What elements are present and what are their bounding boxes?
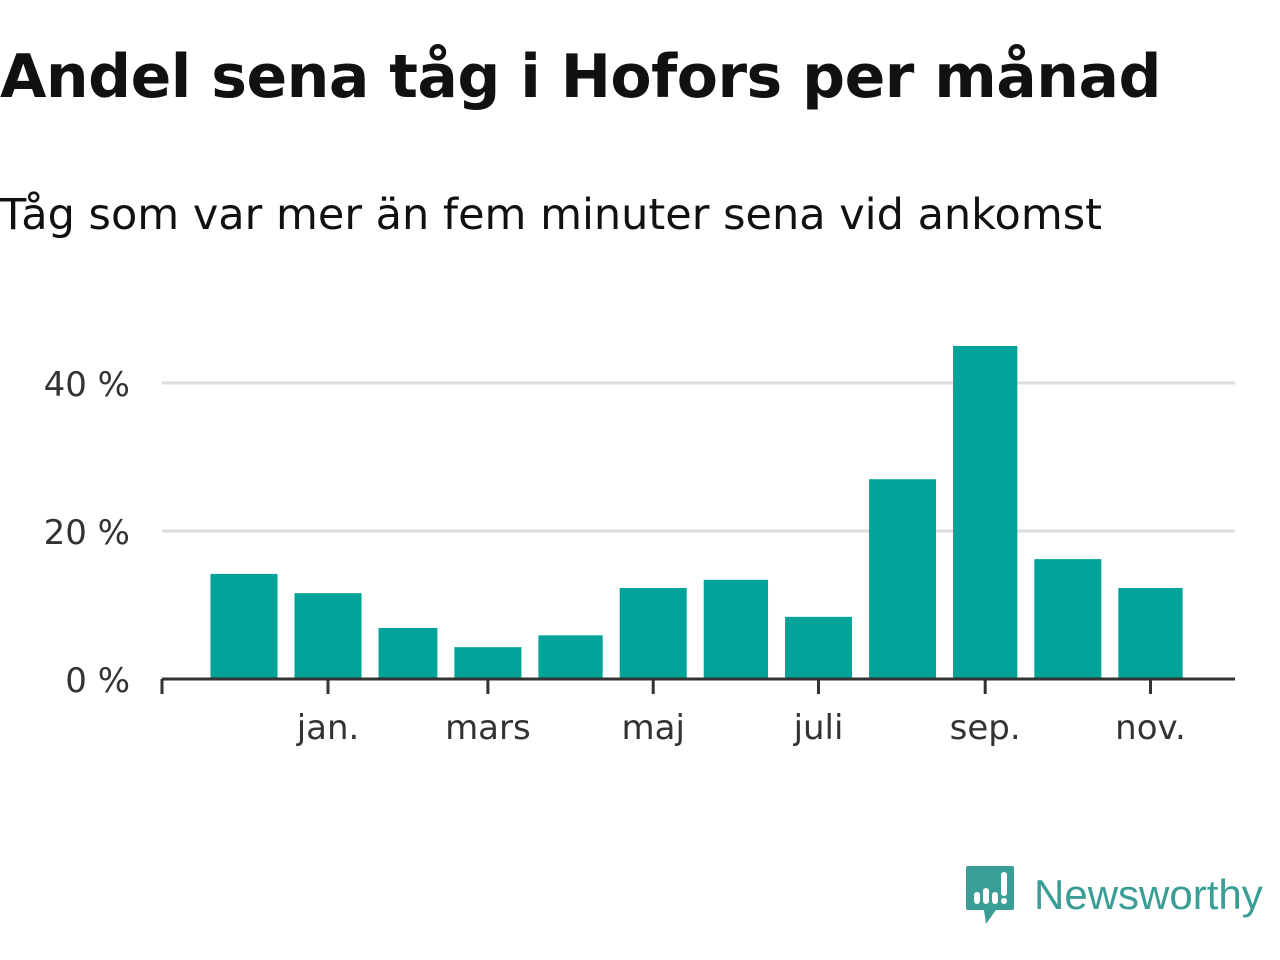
bar-apr [538, 635, 603, 679]
y-tick-label: 0 % [65, 661, 130, 701]
bar-sep [953, 346, 1018, 679]
bar-mars [454, 647, 522, 679]
brand-name: Newsworthy [1034, 871, 1263, 918]
x-tick-label: juli [793, 708, 844, 748]
bar-dec [210, 573, 278, 679]
newsworthy-logo-icon [966, 866, 1014, 924]
bar-maj [619, 587, 687, 679]
bar-okt [1034, 559, 1102, 679]
bar-feb [378, 627, 438, 679]
chart-subtitle: Tåg som var mer än fem minuter sena vid … [0, 190, 1103, 240]
x-tick-label: maj [622, 708, 685, 748]
y-tick-label: 40 % [44, 365, 130, 405]
y-tick-label: 20 % [44, 513, 130, 553]
x-tick-label: mars [445, 708, 531, 748]
newsworthy-logo: Newsworthy [964, 864, 1263, 926]
x-tick-label: jan. [296, 708, 360, 748]
bar-juli [785, 616, 853, 679]
chart-title: Andel sena tåg i Hofors per månad [0, 42, 1161, 112]
bar-jan [294, 593, 362, 679]
bar-aug [869, 479, 937, 679]
bar-nov [1118, 587, 1183, 679]
x-tick-label: sep. [950, 708, 1021, 748]
bar-juni [703, 579, 769, 679]
x-tick-label: nov. [1115, 708, 1186, 748]
